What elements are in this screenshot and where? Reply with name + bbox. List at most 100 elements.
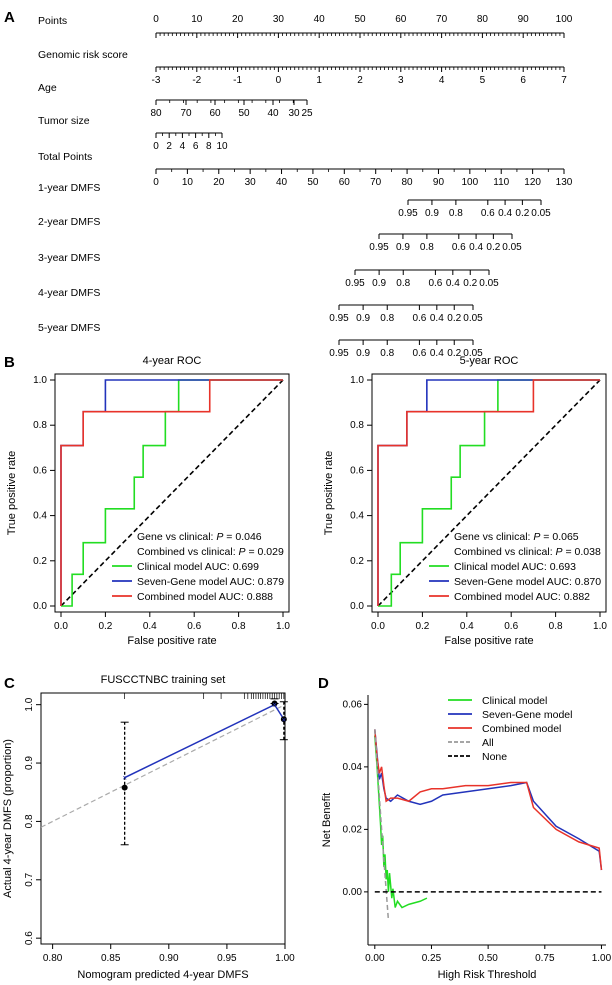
nomogram-tick-label: 0.6 — [412, 313, 426, 324]
calibration-cross: × — [122, 774, 127, 783]
nomogram-tick-label: 0.05 — [463, 313, 483, 324]
nomogram-tick-label: 0.8 — [420, 242, 434, 253]
annotation-p: P — [216, 531, 223, 543]
x-tick-label: 1.00 — [275, 953, 295, 964]
annotation-value: = 0.029 — [246, 546, 284, 558]
nomogram-tick-label: 60 — [395, 14, 407, 25]
nomogram-tick-label: 110 — [493, 177, 509, 188]
y-tick-label: 1.0 — [24, 697, 35, 711]
nomogram-tick-label: 0.95 — [369, 242, 389, 253]
x-tick-label: 0.2 — [98, 621, 112, 632]
plot-frame — [54, 373, 290, 613]
x-tick-label: 0.4 — [460, 621, 474, 632]
nomogram-tick-label: 0.9 — [356, 348, 370, 359]
panel-label-b: B — [4, 354, 15, 371]
nomogram-tick-label: 0.9 — [372, 278, 386, 289]
x-tick-label: 0.2 — [415, 621, 429, 632]
y-tick-label: 0.02 — [343, 824, 363, 835]
x-tick-label: 0.4 — [143, 621, 157, 632]
legend-label: All — [482, 737, 494, 749]
nomogram-tick-label: 90 — [433, 177, 445, 188]
roc-4-year-panel: 4-year ROC 0.0 0.2 0.4 0.6 0.8 1.0 0.0 0.2 0.4 0.6… — [6, 355, 290, 647]
legend-label: Seven-Gene model — [482, 709, 572, 721]
annotation-value: = 0.046 — [223, 531, 261, 543]
legend-label: Seven-Gene model AUC: 0.879 — [137, 576, 284, 588]
nomogram-tick-label: 4 — [180, 141, 186, 152]
x-tick-label: 0.85 — [101, 953, 121, 964]
calibration-cross: × — [282, 715, 287, 724]
nomogram-tick-label: 50 — [307, 177, 319, 188]
nomogram-tick-label: 0.95 — [329, 348, 349, 359]
y-tick-label: 0.2 — [33, 556, 47, 567]
stat-annotation: Gene vs clinical: P = 0.046 — [137, 531, 262, 543]
nomogram-tick-label: 0.2 — [447, 348, 461, 359]
annotation-value: = 0.065 — [540, 531, 578, 543]
nomogram-tick-label: 0.95 — [398, 208, 418, 219]
nomogram-tick-label: 10 — [191, 14, 203, 25]
roc-curve — [377, 379, 600, 606]
x-tick-label: 0.0 — [371, 621, 385, 632]
nomogram-row-label: Tumor size — [38, 115, 90, 127]
annotation-p: P — [556, 546, 563, 558]
nomogram-tick-label: 6 — [193, 141, 199, 152]
nomogram-tick-label: 20 — [232, 14, 244, 25]
nomogram-tick-label: 0 — [153, 14, 159, 25]
y-tick-label: 0.04 — [343, 762, 363, 773]
x-tick-label: 0.95 — [217, 953, 237, 964]
y-tick-label: 1.0 — [33, 375, 47, 386]
nomogram-tick-label: 0.4 — [430, 313, 444, 324]
plot-frame — [40, 692, 286, 945]
x-axis-label: False positive rate — [444, 635, 533, 647]
y-axis-label: Net Benefit — [321, 793, 333, 847]
calibration-point — [271, 700, 278, 707]
nomogram-tick-label: 0.4 — [469, 242, 483, 253]
chart-title: FUSCCTNBC training set — [101, 674, 226, 686]
reference-diagonal — [377, 379, 601, 607]
nomogram-tick-label: 40 — [314, 14, 326, 25]
nomogram-row-label: Genomic risk score — [38, 49, 128, 61]
y-tick-label: 0.8 — [350, 420, 364, 431]
nomogram-tick-label: 0 — [276, 75, 282, 86]
x-tick-label: 0.25 — [422, 953, 442, 964]
nomogram-tick-label: 60 — [209, 108, 221, 119]
x-tick-label: 0.6 — [187, 621, 201, 632]
annotation-p: P — [533, 531, 540, 543]
legend-label: Clinical model AUC: 0.693 — [454, 561, 576, 573]
y-tick-label: 0.9 — [24, 756, 35, 770]
nomogram-row-label: 3-year DMFS — [38, 252, 100, 264]
nomogram-tick-label: 2 — [357, 75, 363, 86]
nomogram-row-label: 5-year DMFS — [38, 322, 100, 334]
roc-5-year-panel: 5-year ROC 0.0 0.2 0.4 0.6 0.8 1.0 0.0 0.2 0.4 0.6… — [323, 355, 607, 647]
y-tick-label: 0.0 — [33, 601, 47, 612]
nomogram-row-label: Total Points — [38, 151, 92, 163]
nomogram-tick-label: -1 — [233, 75, 242, 86]
x-tick-label: 1.00 — [592, 953, 612, 964]
panel-label-c: C — [4, 675, 15, 692]
stat-annotation: Combined vs clinical: P = 0.038 — [454, 546, 601, 558]
nomogram-tick-label: 0 — [153, 177, 159, 188]
nomogram-tick-label: 0.6 — [428, 278, 442, 289]
x-tick-label: 1.0 — [276, 621, 290, 632]
y-tick-label: 0.0 — [350, 601, 364, 612]
chart-title: 4-year ROC — [143, 355, 202, 367]
ideal-line — [40, 704, 286, 828]
nomogram-tick-label: 0.2 — [447, 313, 461, 324]
nomogram-tick-label: 100 — [556, 14, 573, 25]
nomogram-tick-label: 0.8 — [380, 348, 394, 359]
legend-label: Combined model AUC: 0.888 — [137, 591, 273, 603]
nomogram-row-label: 4-year DMFS — [38, 287, 100, 299]
nomogram-tick-label: 0.8 — [396, 278, 410, 289]
nomogram-tick-label: 30 — [245, 177, 257, 188]
y-tick-label: 0.8 — [33, 420, 47, 431]
nomogram-tick-label: 0.05 — [463, 348, 483, 359]
legend-label: Seven-Gene model AUC: 0.870 — [454, 576, 601, 588]
nomogram-tick-label: 3 — [398, 75, 404, 86]
nomogram-tick-label: 8 — [206, 141, 212, 152]
nomogram-tick-label: 10 — [216, 141, 228, 152]
nomogram-tick-label: 2 — [166, 141, 172, 152]
nomogram-tick-label: 60 — [339, 177, 351, 188]
y-axis-label: True positive rate — [6, 451, 18, 536]
x-tick-label: 0.8 — [232, 621, 246, 632]
